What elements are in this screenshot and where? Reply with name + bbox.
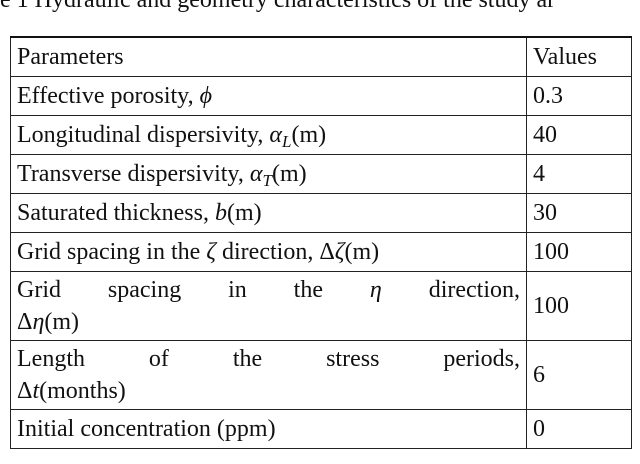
table-row: Longitudinal dispersivity, αL(m) 40 (10, 115, 632, 155)
parameter-cell: Length of the stress periods, Δt(months) (10, 340, 527, 410)
text-line: Transverse dispersivity, αT(m) (17, 158, 520, 190)
table-row: Saturated thickness, b(m) 30 (10, 193, 632, 233)
table-row: Grid spacing in the ζ direction, Δζ(m) 10… (10, 232, 632, 272)
text-segment: Grid spacing in the (17, 239, 207, 265)
text-segment: Longitudinal dispersivity, (17, 122, 270, 148)
table-row: Grid spacing in the η direction, Δη(m) 100 (10, 271, 632, 341)
value-cell: 30 (526, 193, 632, 233)
header-cell: Values (526, 36, 632, 77)
text-line: Grid spacing in the η direction, (17, 274, 520, 306)
value-cell: 0 (526, 409, 632, 449)
text-segment: α (269, 122, 283, 148)
table-row: Length of the stress periods, Δt(months) 6 (10, 340, 632, 410)
text-segment: (months) (39, 378, 126, 404)
text-segment: L (282, 132, 292, 151)
value-cell: 100 (526, 271, 632, 341)
text-line: Length of the stress periods, (17, 343, 520, 375)
text-segment: ζ (334, 239, 345, 265)
text-segment: Grid spacing in the (17, 277, 370, 303)
text-segment: η (369, 277, 382, 303)
parameter-cell: Saturated thickness, b(m) (10, 193, 527, 233)
text-segment: (m) (344, 239, 380, 265)
text-segment: direction, (381, 277, 520, 303)
text-segment: ϕ (199, 83, 213, 109)
header-cell: Parameters (10, 36, 527, 77)
text-line: Grid spacing in the ζ direction, Δζ(m) (17, 236, 520, 268)
text-segment: t (32, 378, 40, 404)
value-cell: 40 (526, 115, 632, 155)
text-segment: α (249, 161, 263, 187)
value-cell: 100 (526, 232, 632, 272)
table-row: Initial concentration (ppm) 0 (10, 409, 632, 449)
table-row: Transverse dispersivity, αT(m) 4 (10, 154, 632, 194)
text-segment: (m) (226, 200, 262, 226)
text-segment: Saturated thickness, (17, 200, 215, 226)
parameter-cell: Effective porosity, ϕ (10, 76, 527, 116)
text-segment: (m) (44, 309, 79, 335)
text-segment: Δ (17, 309, 33, 335)
text-line: Δt(months) (17, 375, 520, 407)
value-cell: 6 (526, 340, 632, 410)
text-segment: Length of the stress periods, (17, 346, 520, 372)
text-segment: Transverse dispersivity, (17, 161, 250, 187)
text-segment: Initial concentration (ppm) (17, 416, 276, 442)
text-segment: ζ (206, 239, 217, 265)
parameter-cell: Transverse dispersivity, αT(m) (10, 154, 527, 194)
text-segment: Effective porosity, (17, 83, 200, 109)
text-line: Effective porosity, ϕ (17, 80, 520, 112)
text-segment: (m) (291, 122, 327, 148)
text-line: Δη(m) (17, 306, 520, 338)
text-segment: b (214, 200, 227, 226)
text-segment: T (262, 171, 272, 190)
text-segment: direction, Δ (216, 239, 335, 265)
caption: e 1 Hydraulic and geometry characteristi… (0, 0, 556, 13)
parameter-cell: Longitudinal dispersivity, αL(m) (10, 115, 527, 155)
text-line: Saturated thickness, b(m) (17, 197, 520, 229)
parameter-cell: Grid spacing in the ζ direction, Δζ(m) (10, 232, 527, 272)
table-row: Effective porosity, ϕ 0.3 (10, 76, 632, 116)
value-cell: 4 (526, 154, 632, 194)
text-segment: (m) (271, 161, 307, 187)
header-row: Parameters Values (10, 36, 632, 77)
text-line: Initial concentration (ppm) (17, 413, 520, 445)
parameter-cell: Grid spacing in the η direction, Δη(m) (10, 271, 527, 341)
parameter-cell: Initial concentration (ppm) (10, 409, 527, 449)
value-cell: 0.3 (526, 76, 632, 116)
text-segment: Δ (17, 378, 33, 404)
text-segment: η (32, 309, 45, 335)
text-line: Longitudinal dispersivity, αL(m) (17, 119, 520, 151)
